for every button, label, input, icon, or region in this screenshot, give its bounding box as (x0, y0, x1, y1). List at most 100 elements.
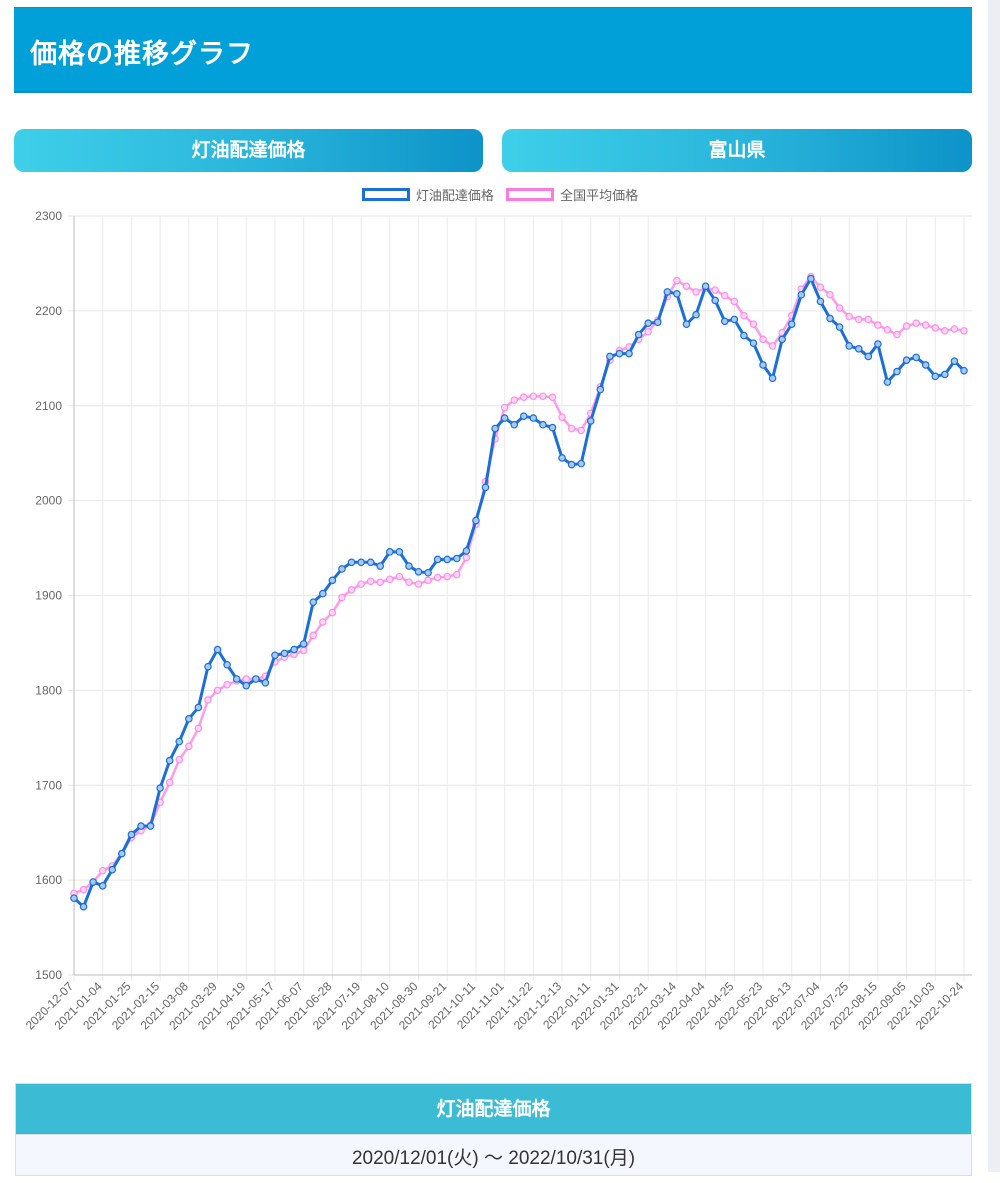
data-point[interactable] (787, 320, 796, 328)
data-point[interactable] (328, 576, 337, 585)
data-point[interactable] (883, 378, 892, 386)
data-point[interactable] (740, 311, 748, 320)
data-point[interactable] (950, 325, 959, 333)
data-point[interactable] (118, 849, 126, 858)
data-point[interactable] (720, 317, 729, 326)
data-point[interactable] (366, 577, 375, 586)
data-point[interactable] (500, 403, 509, 412)
data-point[interactable] (414, 580, 423, 588)
data-point[interactable] (941, 326, 949, 335)
data-point[interactable] (912, 319, 920, 328)
data-point[interactable] (175, 755, 184, 764)
data-point[interactable] (941, 370, 949, 379)
fuel-type-selector[interactable]: 灯油配達価格 (14, 129, 483, 172)
data-point[interactable] (864, 315, 873, 324)
data-point[interactable] (213, 645, 222, 654)
data-point[interactable] (395, 572, 404, 581)
data-point[interactable] (204, 696, 212, 704)
prefecture-selector[interactable]: 富山県 (502, 129, 972, 172)
data-point[interactable] (165, 756, 174, 765)
data-point[interactable] (807, 274, 815, 283)
data-point[interactable] (98, 866, 107, 875)
data-point[interactable] (338, 593, 346, 602)
data-point[interactable] (797, 290, 806, 299)
data-point[interactable] (816, 283, 825, 291)
data-point[interactable] (663, 288, 672, 296)
data-point[interactable] (740, 331, 748, 340)
data-point[interactable] (692, 310, 700, 319)
data-point[interactable] (366, 558, 375, 567)
data-point[interactable] (931, 324, 940, 332)
data-point[interactable] (271, 651, 279, 660)
data-point[interactable] (854, 315, 863, 324)
data-point[interactable] (845, 312, 853, 321)
data-point[interactable] (596, 385, 605, 394)
data-point[interactable] (768, 342, 777, 350)
data-point[interactable] (185, 742, 193, 751)
data-point[interactable] (586, 417, 595, 425)
data-point[interactable] (89, 878, 97, 886)
data-point[interactable] (328, 608, 337, 617)
data-point[interactable] (347, 558, 356, 567)
data-point[interactable] (204, 662, 212, 671)
data-point[interactable] (960, 326, 968, 335)
data-point[interactable] (883, 326, 892, 334)
data-point[interactable] (634, 330, 643, 339)
data-point[interactable] (127, 830, 136, 839)
data-point[interactable] (826, 314, 834, 323)
data-point[interactable] (921, 321, 930, 329)
data-point[interactable] (108, 865, 117, 874)
data-point[interactable] (185, 715, 193, 723)
data-point[interactable] (768, 374, 777, 383)
data-point[interactable] (242, 681, 251, 690)
data-point[interactable] (835, 304, 844, 312)
data-point[interactable] (874, 340, 882, 348)
data-point[interactable] (405, 562, 413, 570)
data-point[interactable] (577, 459, 586, 468)
data-point[interactable] (309, 598, 318, 606)
data-point[interactable] (491, 424, 499, 433)
data-point[interactable] (452, 554, 461, 563)
data-point[interactable] (386, 548, 394, 556)
data-point[interactable] (433, 573, 442, 582)
data-point[interactable] (567, 424, 576, 433)
data-point[interactable] (500, 414, 509, 422)
data-point[interactable] (893, 330, 901, 339)
data-point[interactable] (194, 703, 203, 712)
data-point[interactable] (902, 356, 911, 365)
data-point[interactable] (529, 414, 538, 422)
data-point[interactable] (223, 680, 231, 689)
data-point[interactable] (529, 392, 538, 401)
data-point[interactable] (462, 547, 471, 555)
data-point[interactable] (405, 578, 413, 587)
data-point[interactable] (759, 335, 767, 344)
data-point[interactable] (845, 342, 853, 350)
data-point[interactable] (902, 322, 911, 330)
data-point[interactable] (146, 822, 155, 830)
data-point[interactable] (452, 570, 461, 579)
data-point[interactable] (539, 392, 547, 401)
data-point[interactable] (644, 327, 652, 336)
data-point[interactable] (567, 460, 576, 469)
data-point[interactable] (376, 578, 385, 587)
data-point[interactable] (606, 352, 614, 361)
data-point[interactable] (261, 678, 270, 687)
data-point[interactable] (510, 420, 519, 429)
data-point[interactable] (558, 413, 566, 421)
data-point[interactable] (653, 318, 662, 327)
page-scrollbar[interactable] (988, 0, 1000, 1172)
data-point[interactable] (347, 586, 356, 594)
data-point[interactable] (232, 675, 241, 683)
data-point[interactable] (299, 640, 308, 648)
data-point[interactable] (510, 396, 519, 404)
data-point[interactable] (682, 320, 691, 328)
data-point[interactable] (673, 289, 681, 298)
data-point[interactable] (175, 737, 184, 746)
data-point[interactable] (759, 361, 767, 369)
data-point[interactable] (424, 568, 432, 577)
data-point[interactable] (79, 885, 88, 894)
data-point[interactable] (548, 423, 557, 432)
data-point[interactable] (357, 580, 365, 588)
data-point[interactable] (79, 902, 88, 911)
data-point[interactable] (730, 315, 739, 324)
